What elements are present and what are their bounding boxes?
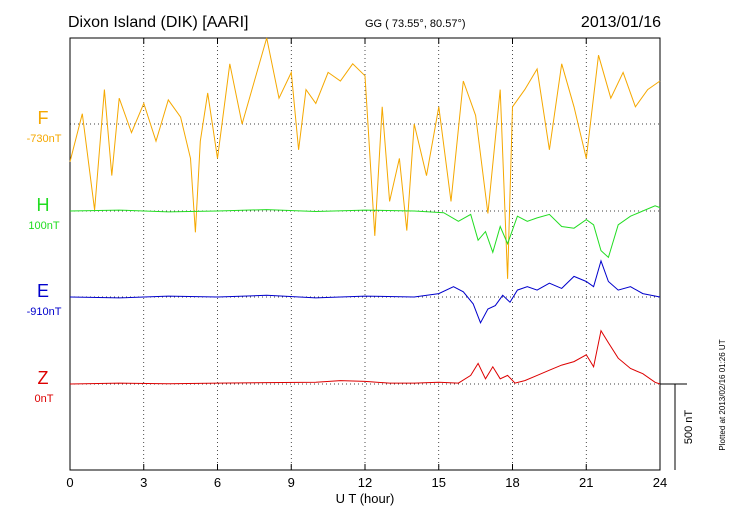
- series-baseline-label-f: -730nT: [27, 133, 62, 145]
- plotted-timestamp: Plotted at 2013/02/16 01:26 UT: [718, 339, 727, 450]
- station-coordinates: GG ( 73.55°, 80.57°): [365, 18, 466, 30]
- scale-bar: 500 nT: [660, 383, 695, 470]
- series-line-h: [69, 205, 661, 259]
- series-baseline-label-z: 0nT: [35, 393, 54, 405]
- station-title: Dixon Island (DIK) [AARI]: [68, 14, 249, 31]
- x-tick-label: 12: [358, 475, 372, 490]
- series-name-h: H: [37, 195, 50, 215]
- series-name-f: F: [38, 108, 49, 128]
- x-axis-label: U T (hour): [336, 491, 395, 506]
- scale-bar-label: 500 nT: [683, 410, 695, 445]
- x-tick-label: 24: [653, 475, 667, 490]
- date-label: 2013/01/16: [581, 14, 661, 31]
- series-line-f: [69, 37, 661, 279]
- x-tick-label: 15: [432, 475, 446, 490]
- grid-layer: [70, 38, 660, 470]
- series-line-z: [69, 329, 661, 385]
- series-baseline-label-h: 100nT: [28, 220, 59, 232]
- x-tick-label: 3: [140, 475, 147, 490]
- series-layer: [69, 37, 661, 385]
- series-name-e: E: [37, 281, 49, 301]
- labels-layer: F -730nT H 100nT E -910nT Z 0nT: [27, 108, 62, 405]
- x-tick-label: 9: [288, 475, 295, 490]
- series-line-e: [69, 259, 661, 324]
- x-ticks-layer: 0 3 6 9 12 15 18 21 24: [66, 38, 667, 490]
- x-tick-label: 18: [505, 475, 519, 490]
- series-baseline-label-e: -910nT: [27, 306, 62, 318]
- series-name-z: Z: [38, 368, 49, 388]
- x-tick-label: 21: [579, 475, 593, 490]
- x-tick-label: 6: [214, 475, 221, 490]
- x-tick-label: 0: [66, 475, 73, 490]
